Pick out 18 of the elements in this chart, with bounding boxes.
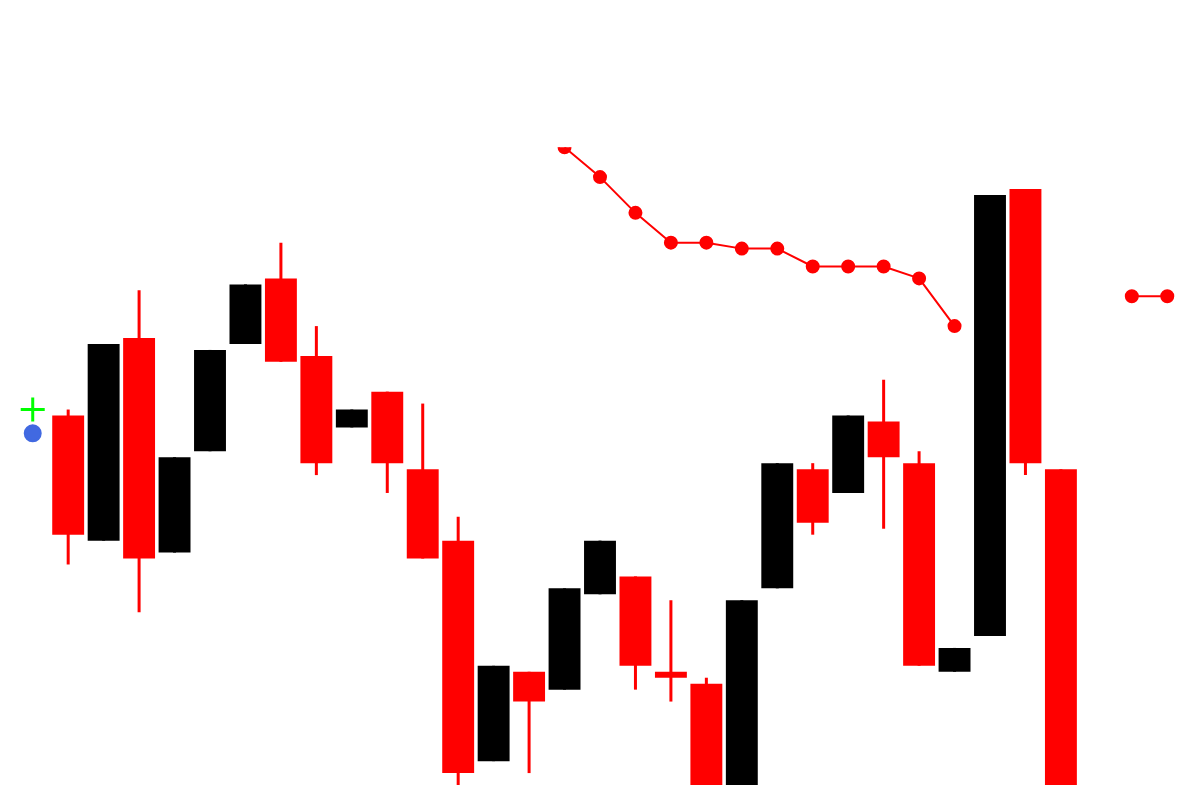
candlestick [513,670,546,775]
point [876,259,891,274]
point [1124,289,1139,304]
point [734,241,749,256]
point [23,424,42,443]
candlestick [867,378,900,531]
point [841,259,856,274]
point [912,271,927,286]
point [770,241,785,256]
point [19,396,47,424]
point [699,235,714,250]
point [1160,289,1175,304]
point [593,170,607,185]
point [628,205,643,220]
point [663,235,678,250]
point [947,319,962,334]
candlestick [654,598,687,704]
point [805,259,820,274]
